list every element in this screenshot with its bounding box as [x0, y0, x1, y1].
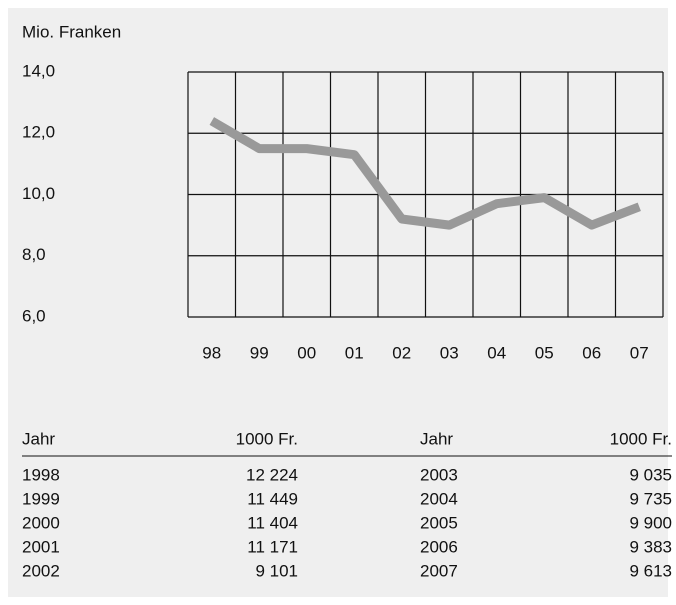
table-cell: 9 383	[629, 537, 672, 556]
table-header: Jahr	[420, 429, 453, 448]
table-cell: 9 735	[629, 489, 672, 508]
table-cell: 9 900	[629, 513, 672, 532]
y-tick-label: 10,0	[22, 184, 55, 203]
y-tick-label: 6,0	[22, 306, 46, 325]
table-cell: 11 171	[247, 537, 298, 556]
table-cell: 9 035	[629, 465, 672, 484]
x-tick-label: 04	[487, 343, 506, 362]
table-cell: 1999	[22, 489, 60, 508]
table-cell: 2006	[420, 537, 458, 556]
table-cell: 2000	[22, 513, 60, 532]
table-cell: 2001	[22, 537, 60, 556]
y-axis-label: Mio. Franken	[22, 22, 121, 41]
x-tick-label: 06	[582, 343, 601, 362]
table-cell: 2004	[420, 489, 458, 508]
x-tick-label: 99	[250, 343, 269, 362]
table-cell: 12 224	[246, 465, 298, 484]
table-cell: 11 404	[247, 513, 298, 532]
table-cell: 9 613	[629, 561, 672, 580]
table-header: 1000 Fr.	[236, 429, 298, 448]
table-header: 1000 Fr.	[610, 429, 672, 448]
x-tick-label: 00	[297, 343, 316, 362]
data-line	[209, 117, 641, 230]
x-tick-label: 07	[630, 343, 649, 362]
table-header: Jahr	[22, 429, 55, 448]
table-cell: 2005	[420, 513, 458, 532]
x-tick-label: 05	[535, 343, 554, 362]
x-tick-label: 98	[202, 343, 221, 362]
x-tick-label: 02	[392, 343, 411, 362]
x-tick-label: 03	[440, 343, 459, 362]
panel	[8, 8, 668, 597]
y-tick-label: 14,0	[22, 61, 55, 80]
table-cell: 1998	[22, 465, 60, 484]
table-cell: 9 101	[255, 561, 298, 580]
table-cell: 2003	[420, 465, 458, 484]
table-cell: 11 449	[247, 489, 298, 508]
y-tick-label: 8,0	[22, 245, 46, 264]
table-cell: 2002	[22, 561, 60, 580]
y-tick-label: 12,0	[22, 123, 55, 142]
x-tick-label: 01	[345, 343, 364, 362]
table-cell: 2007	[420, 561, 458, 580]
